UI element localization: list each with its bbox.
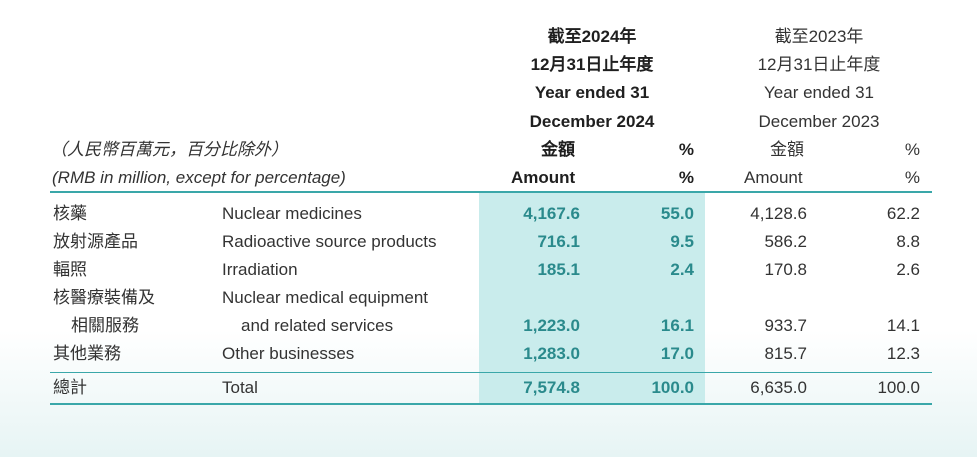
row-label-cn: 核醫療裝備及: [53, 288, 155, 307]
row-label-cn: 核藥: [53, 204, 87, 223]
bottom-divider: [50, 403, 932, 405]
amount-2023: 4,128.6: [750, 204, 807, 223]
amount-label-cn-2024: 金額: [541, 140, 575, 159]
total-divider: [50, 372, 932, 373]
row-label-en-line2: and related services: [241, 316, 394, 335]
row-label-en: Other businesses: [222, 344, 355, 363]
amount-2023: 586.2: [764, 232, 807, 251]
total-label-en: Total: [222, 378, 258, 397]
amount-label-en-2023: Amount: [744, 168, 803, 187]
unit-note-en: (RMB in million, except for percentage): [52, 168, 346, 187]
pct-label-en-2024: %: [678, 168, 694, 187]
header-2023-line4: December 2023: [758, 112, 880, 131]
pct-label-en-2023: %: [904, 168, 920, 187]
unit-note-cn: （人民幣百萬元，百分比除外）: [50, 140, 288, 159]
header-2023-line1: 截至2023年: [774, 27, 864, 46]
amount-2024: 4,167.6: [523, 204, 580, 223]
row-label-cn-line2: 相關服務: [71, 316, 139, 335]
amount-2023: 170.8: [764, 260, 807, 279]
total-label-cn: 總計: [53, 378, 87, 397]
pct-2023: 12.3: [886, 344, 920, 363]
row-label-en: Nuclear medicines: [222, 204, 362, 223]
header-2023-line2: 12月31日止年度: [757, 55, 881, 74]
amount-label-en-2024: Amount: [511, 168, 576, 187]
row-label-cn: 放射源產品: [53, 232, 138, 251]
pct-2024: 17.0: [660, 344, 694, 363]
total-pct-2023: 100.0: [877, 378, 920, 397]
total-amount-2024: 7,574.8: [523, 378, 580, 397]
amount-2024: 1,223.0: [523, 316, 580, 335]
pct-2024: 2.4: [670, 260, 694, 279]
row-label-en: Nuclear medical equipment: [222, 288, 428, 307]
header-2024-line2: 12月31日止年度: [530, 55, 654, 74]
amount-2024: 1,283.0: [523, 344, 580, 363]
header-2024-line3: Year ended 31: [534, 83, 650, 102]
amount-2024: 185.1: [537, 260, 580, 279]
pct-2023: 62.2: [886, 204, 920, 223]
header-2024-line1: 截至2024年: [547, 27, 637, 46]
amount-2023: 933.7: [764, 316, 807, 335]
total-amount-2023: 6,635.0: [750, 378, 807, 397]
header-2024-line4: December 2024: [529, 112, 655, 131]
pct-2024: 55.0: [660, 204, 694, 223]
pct-label-cn-2023: %: [904, 140, 920, 159]
row-label-cn: 輻照: [53, 260, 87, 279]
pct-2023: 8.8: [896, 232, 920, 251]
pct-2024: 16.1: [660, 316, 694, 335]
amount-2024: 716.1: [537, 232, 580, 251]
amount-label-cn-2023: 金額: [770, 140, 804, 159]
pct-2023: 14.1: [886, 316, 920, 335]
highlight-column-2024: [479, 193, 705, 405]
amount-2023: 815.7: [764, 344, 807, 363]
row-label-cn: 其他業務: [53, 344, 121, 363]
pct-2024: 9.5: [670, 232, 694, 251]
pct-2023: 2.6: [896, 260, 920, 279]
total-pct-2024: 100.0: [651, 378, 694, 397]
row-label-en: Irradiation: [222, 260, 298, 279]
pct-label-cn-2024: %: [678, 140, 694, 159]
row-label-en: Radioactive source products: [222, 232, 437, 251]
header-2023-line3: Year ended 31: [764, 83, 874, 102]
header-divider: [50, 191, 932, 193]
